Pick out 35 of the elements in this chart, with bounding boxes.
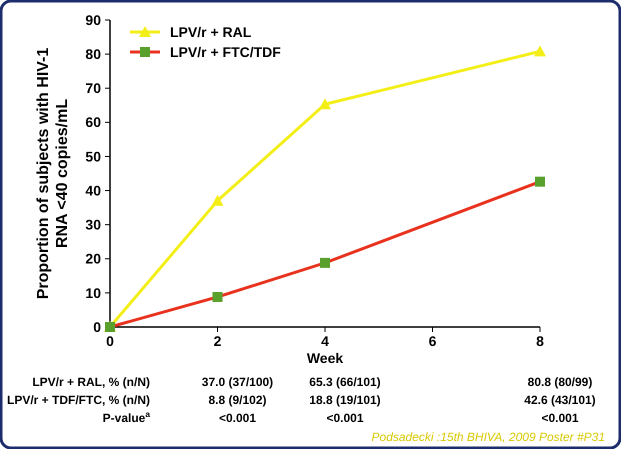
y-tick-label: 30	[85, 216, 102, 233]
y-tick-label: 70	[85, 80, 102, 96]
text: 65.3 (66/101)	[309, 375, 381, 389]
y-tick-label: 0	[93, 318, 102, 335]
y-tick-label: 10	[85, 284, 102, 301]
text: 42.6 (43/101)	[524, 393, 596, 407]
x-tick-label: 8	[536, 333, 544, 349]
legend-label: LPV/r + RAL	[170, 24, 252, 40]
text: Podsadecki :15th BHIVA, 2009 Poster #P31	[372, 430, 605, 444]
x-tick-label: 0	[106, 333, 114, 349]
text: <0.001	[326, 411, 364, 425]
text: <0.001	[541, 411, 579, 425]
text: LPV/r + RAL, % (n/N)	[32, 375, 150, 389]
text: 8.8 (9/102)	[208, 393, 267, 407]
y-tick-label: 50	[85, 148, 102, 164]
text: <0.001	[218, 411, 256, 425]
y-tick-label: 60	[85, 114, 102, 130]
point	[319, 98, 331, 110]
y-tick-label: 40	[85, 182, 102, 198]
point	[212, 194, 224, 206]
text: LPV/r + TDF/FTC, % (n/N)	[7, 393, 150, 407]
y-tick-label: 80	[85, 46, 102, 62]
text: P-value$^{a}$	[102, 409, 150, 425]
y-axis-title: Proportion of subjects with HIV-1 RNA <40 copies/mL	[35, 48, 72, 300]
x-axis-title: Week	[306, 350, 344, 366]
point	[534, 45, 546, 56]
x-tick-label: 2	[214, 333, 222, 349]
text: 18.8 (19/101)	[309, 393, 381, 407]
y-tick-label: 90	[85, 12, 102, 28]
text: 80.8 (80/99)	[528, 375, 592, 389]
legend-label: LPV/r + FTC/TDF	[170, 44, 282, 60]
x-tick-label: 6	[428, 333, 437, 349]
text: 37.0 (37/100)	[202, 375, 274, 389]
y-tick-label: 20	[85, 250, 102, 267]
x-tick-label: 4	[321, 333, 330, 349]
